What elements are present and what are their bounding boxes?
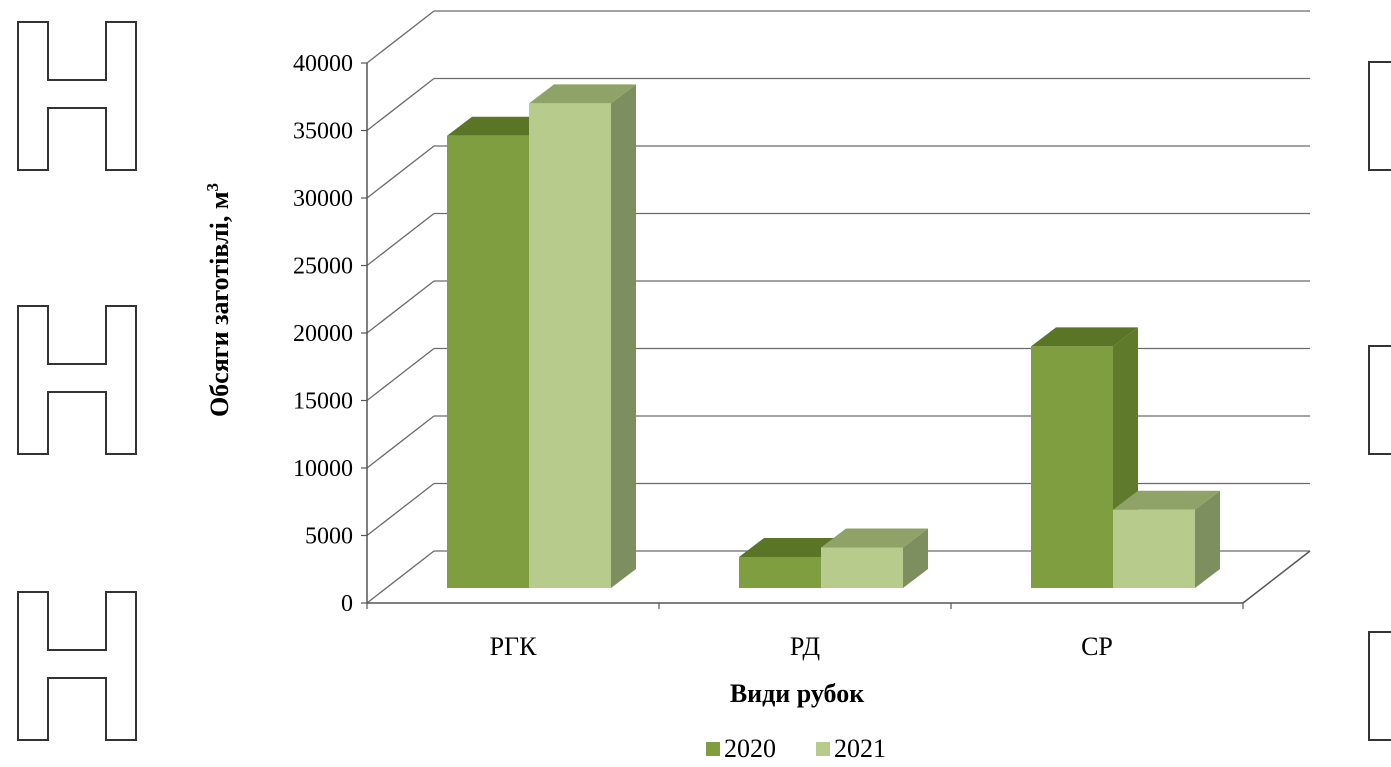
bar-side (611, 84, 636, 588)
bar-front (739, 556, 821, 588)
gridline-diagonal (366, 77, 435, 132)
y-tick-labels: 0 5000 10000 15000 20000 25000 30000 35000 40000 (293, 51, 353, 617)
y-tick-label: 35000 (293, 119, 353, 145)
y-tick-label: 0 (341, 591, 353, 617)
x-tick-label: РД (790, 632, 821, 661)
gridline-diagonal (366, 347, 435, 402)
bar-2021-РД (821, 528, 928, 588)
x-axis-title: Види рубок (730, 679, 864, 708)
y-tick-label: 20000 (293, 321, 353, 347)
y-axis-title: Обсяги заготівлі, м3 (203, 183, 234, 417)
legend-label: 2020 (724, 734, 776, 763)
x-tick-label: РГК (490, 632, 537, 661)
y-tick-label: 40000 (293, 51, 353, 77)
legend-item-2021: 2021 (816, 734, 886, 763)
gridline-diagonal (366, 280, 435, 334)
bar-side (903, 528, 928, 588)
margin-mark-right-2 (1368, 345, 1391, 455)
bar-top (739, 537, 846, 557)
bar-front (821, 547, 903, 588)
bar-front (447, 135, 529, 588)
gridline-diagonal (366, 482, 435, 537)
bar-front (1031, 346, 1113, 588)
x-tick-label: СР (1081, 632, 1113, 661)
margin-mark-left-2 (17, 305, 137, 455)
margin-mark-left-3 (17, 591, 137, 741)
margin-mark-right-3 (1368, 631, 1391, 741)
x-tick-labels: РГК РД СР (490, 632, 1113, 661)
legend-label: 2021 (834, 734, 886, 763)
y-tick-label: 5000 (305, 524, 353, 550)
bar-2021-РГК (529, 84, 636, 588)
bar-front (1113, 509, 1195, 588)
y-tick-label: 10000 (293, 456, 353, 482)
axes (361, 62, 1311, 609)
y-axis-title-superscript: 3 (203, 183, 222, 192)
legend: 2020 2021 (706, 734, 886, 763)
legend-swatch (706, 742, 720, 756)
bar-top (1031, 327, 1138, 347)
margin-marks (17, 21, 1391, 741)
gridline-diagonal (366, 212, 435, 267)
y-tick-label: 30000 (293, 186, 353, 212)
legend-swatch (816, 742, 830, 756)
y-axis-title-main: Обсяги заготівлі, м (205, 191, 234, 417)
bar-top (529, 84, 636, 104)
bar-top (1113, 490, 1220, 510)
margin-mark-right-1 (1368, 61, 1391, 171)
bar-top (821, 528, 928, 548)
legend-item-2020: 2020 (706, 734, 776, 763)
margin-mark-left-1 (17, 21, 137, 171)
gridline-diagonal (366, 550, 435, 604)
bar-side (1195, 490, 1220, 588)
bar-top (447, 116, 554, 136)
bar-2021-СР (1113, 490, 1220, 588)
gridline-diagonal (366, 145, 435, 199)
y-tick-label: 25000 (293, 254, 353, 280)
gridline-diagonal (366, 10, 435, 64)
bar-front (529, 103, 611, 588)
gridline-diagonal (366, 415, 435, 469)
floor-edge-right (1242, 550, 1311, 604)
bars (447, 84, 1220, 588)
y-tick-label: 15000 (293, 389, 353, 415)
